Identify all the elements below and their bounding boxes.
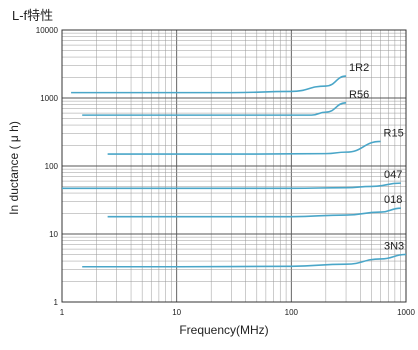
- series-label-1r2: 1R2: [349, 62, 369, 74]
- series-label-3n3: 3N3: [384, 240, 404, 252]
- series-label-018: 018: [384, 194, 402, 206]
- y-axis-label: In ductance ( μ h): [7, 121, 21, 215]
- series-labels: 1R2 R56 R15 047 018 3N3: [349, 62, 404, 252]
- series-label-047: 047: [384, 169, 402, 181]
- y-tick-label: 100: [45, 162, 59, 171]
- series-line-047: [62, 182, 401, 190]
- y-tick-label: 1000: [40, 94, 58, 103]
- series-line-018: [107, 207, 401, 218]
- series-lines: [62, 75, 407, 268]
- y-tick-label: 1: [54, 298, 59, 307]
- plot-frame: [61, 29, 407, 303]
- tick-labels: 1 10 100 1000 10000 1 10 100 1000: [36, 26, 416, 317]
- x-axis-label: Frequency(MHz): [179, 323, 268, 337]
- series-label-r56: R56: [349, 89, 369, 101]
- series-line-1r2: [71, 75, 347, 94]
- series-line-r15: [107, 140, 381, 155]
- x-tick-label: 1000: [397, 308, 415, 317]
- chart-title: L-f特性: [12, 8, 53, 23]
- series-label-r15: R15: [384, 127, 404, 139]
- x-tick-label: 100: [285, 308, 299, 317]
- y-tick-label: 10: [49, 230, 58, 239]
- series-line-3n3: [82, 253, 407, 268]
- x-tick-label: 10: [172, 308, 181, 317]
- series-line-r56: [82, 102, 347, 116]
- y-tick-label: 10000: [36, 26, 59, 35]
- x-tick-label: 1: [60, 308, 65, 317]
- grid: [61, 29, 407, 303]
